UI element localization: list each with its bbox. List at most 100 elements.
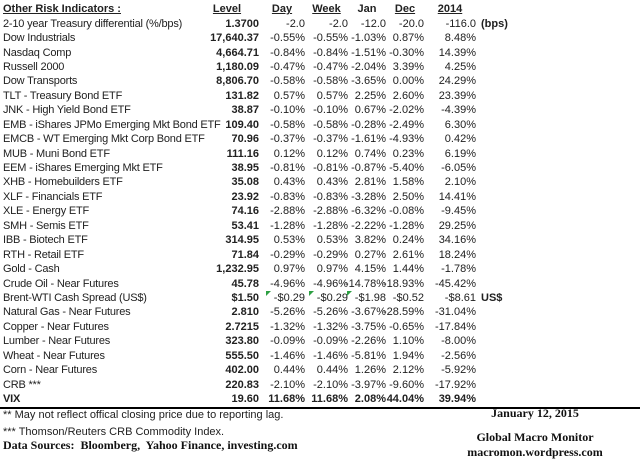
table-row: Russell 2000 1,180.09 -0.47% -0.47% -2.04% 3.… (0, 60, 640, 74)
cell-dec: 2.12% (392, 364, 424, 377)
cell-level: 402.00 (225, 364, 259, 377)
cell-week: -5.26% (313, 306, 348, 319)
cell-day: -$0.29 (259, 291, 305, 304)
cell-2014: -31.04% (435, 306, 476, 319)
table-row: Brent-WTI Cash Spread (US$) $1.50 -$0.29 -$… (0, 291, 640, 305)
table-row: IBB - Biotech ETF 314.95 0.53% 0.53% 3.82% 0.… (0, 233, 640, 247)
cell-week: -2.88% (313, 205, 348, 218)
cell-day: -0.47% (270, 60, 305, 73)
cell-jan: -6.32% (351, 205, 386, 218)
cell-day: 0.97% (273, 263, 305, 276)
cell-2014: -4.39% (441, 104, 476, 117)
cell-week: -0.55% (313, 32, 348, 45)
cell-name: 2-10 year Treasury differential (%/bps) (3, 17, 183, 30)
cell-dec: -$0.52 (392, 291, 424, 304)
cell-day: -5.26% (270, 306, 305, 319)
cell-dec: -9.60% (389, 378, 424, 391)
cell-level: 323.80 (225, 335, 259, 348)
column-header-jan: Jan (357, 3, 377, 16)
column-header-week: Week (312, 3, 341, 16)
cell-level: 1,180.09 (216, 60, 259, 73)
cell-2014: 14.41% (438, 190, 476, 203)
brand-website: macromon.wordpress.com (467, 445, 603, 459)
cell-day: 0.12% (273, 147, 305, 160)
cell-jan: -14.78% (345, 277, 386, 290)
cell-2014: 4.25% (444, 60, 476, 73)
cell-name: Dow Transports (3, 75, 78, 88)
cell-jan: -$1.98 (346, 291, 386, 304)
cell-week: -1.32% (313, 320, 348, 333)
cell-2014: 6.30% (444, 118, 476, 131)
cell-name: EMCB - WT Emerging Mkt Corp Bond ETF (3, 133, 205, 146)
cell-jan: 4.15% (354, 263, 386, 276)
cell-jan: -1.03% (351, 32, 386, 45)
cell-jan: -2.22% (351, 219, 386, 232)
cell-day: -2.0 (286, 17, 305, 30)
cell-day: -0.09% (270, 335, 305, 348)
cell-day: 11.68% (268, 393, 305, 406)
cell-2014: -5.92% (441, 364, 476, 377)
cell-dec: 1.58% (392, 176, 424, 189)
cell-day: 0.44% (273, 364, 305, 377)
cell-week: -$0.29 (305, 291, 348, 304)
table-row: Wheat - Near Futures 555.50 -1.46% -1.46% -5… (0, 349, 640, 363)
cell-name: Copper - Near Futures (3, 320, 109, 333)
cell-day: 0.57% (273, 89, 305, 102)
cell-day: -0.84% (270, 46, 305, 59)
table-row: Gold - Cash 1,232.95 0.97% 0.97% 4.15% 1.44% -… (0, 262, 640, 276)
cell-name: Crude Oil - Near Futures (3, 277, 119, 290)
table-row: MUB - Muni Bond ETF 111.16 0.12% 0.12% 0.74%… (0, 146, 640, 160)
cell-dec: -18.93% (383, 277, 424, 290)
cell-2014: -17.84% (435, 320, 476, 333)
cell-2014: 2.10% (444, 176, 476, 189)
cell-jan: -3.28% (351, 190, 386, 203)
footnote-crb-index: *** Thomson/Reuters CRB Commodity Index. (3, 426, 225, 438)
stored-as-text-flag-icon (308, 291, 314, 297)
cell-dec: -1.28% (389, 219, 424, 232)
cell-jan: 1.26% (354, 364, 386, 377)
cell-name: MUB - Muni Bond ETF (3, 147, 110, 160)
cell-day: -2.88% (270, 205, 305, 218)
cell-jan: 2.08% (354, 393, 386, 406)
cell-dec: -2.02% (389, 104, 424, 117)
column-header-day: Day (271, 3, 293, 16)
cell-day: -0.58% (270, 118, 305, 131)
cell-week: -0.83% (313, 190, 348, 203)
cell-jan: -3.75% (351, 320, 386, 333)
cell-2014: 18.24% (438, 248, 476, 261)
table-row: EEM - iShares Emerging Mkt ETF 38.95 -0.81… (0, 161, 640, 175)
cell-week: -0.58% (313, 118, 348, 131)
cell-2014: -8.00% (441, 335, 476, 348)
table-row: JNK - High Yield Bond ETF 38.87 -0.10% -0.1… (0, 103, 640, 117)
cell-level: 109.40 (225, 118, 259, 131)
cell-jan: 2.25% (354, 89, 386, 102)
cell-week: -2.10% (313, 378, 348, 391)
cell-level: 19.60 (231, 393, 259, 406)
cell-dec: 3.39% (392, 60, 424, 73)
cell-level: 35.08 (231, 176, 259, 189)
cell-jan: 0.67% (354, 104, 386, 117)
cell-2014: -17.92% (435, 378, 476, 391)
stored-as-text-flag-icon (346, 291, 352, 297)
cell-dec: 2.60% (392, 89, 424, 102)
cell-name: JNK - High Yield Bond ETF (3, 104, 131, 117)
cell-name: Corn - Near Futures (3, 364, 98, 377)
cell-name: SMH - Semis ETF (3, 219, 89, 232)
cell-level: 8,806.70 (216, 75, 259, 88)
table-row: SMH - Semis ETF 53.41 -1.28% -1.28% -2.22% -1… (0, 219, 640, 233)
cell-name: Nasdaq Comp (3, 46, 72, 59)
cell-2014: 14.39% (438, 46, 476, 59)
cell-name: TLT - Treasury Bond ETF (3, 89, 123, 102)
cell-2014: 8.48% (444, 32, 476, 45)
cell-level: 23.92 (231, 190, 259, 203)
cell-level: 555.50 (225, 349, 259, 362)
cell-jan: -2.04% (351, 60, 386, 73)
cell-day: -1.46% (270, 349, 305, 362)
cell-name: XLE - Energy ETF (3, 205, 90, 218)
cell-level: 71.84 (231, 248, 259, 261)
cell-jan: 2.81% (354, 176, 386, 189)
table-row: EMB - iShares JPMo Emerging Mkt Bond ETF… (0, 118, 640, 132)
cell-day: -0.83% (270, 190, 305, 203)
cell-unit: (bps) (481, 17, 508, 30)
cell-name: Russell 2000 (3, 60, 65, 73)
